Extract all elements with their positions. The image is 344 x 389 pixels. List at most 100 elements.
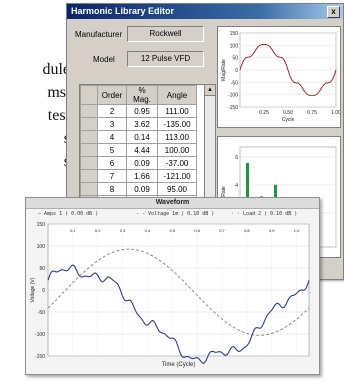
- mag-cell[interactable]: 1.66: [126, 169, 158, 183]
- x-tick-label: 0.9: [269, 228, 275, 233]
- x-tick-label: 0.1: [70, 228, 76, 233]
- table-row[interactable]: 3 3.62 -135.00: [80, 117, 197, 131]
- row-header[interactable]: [80, 156, 98, 170]
- mag-cell[interactable]: 0.09: [126, 156, 158, 170]
- x-tick-label: 0.75: [307, 110, 317, 116]
- y-tick-label: 150: [230, 31, 239, 37]
- row-header[interactable]: [80, 117, 98, 131]
- window-title: Harmonic Library Editor: [71, 6, 175, 16]
- model-label: Model: [93, 55, 115, 64]
- table-row[interactable]: 5 4.44 100.00: [80, 143, 197, 157]
- x-tick-label: 0.7: [219, 228, 225, 233]
- angle-cell[interactable]: 111.00: [157, 104, 197, 118]
- angle-cell[interactable]: 113.00: [157, 130, 197, 144]
- table-row[interactable]: 8 0.09 95.00: [80, 182, 197, 196]
- order-cell[interactable]: 7: [97, 169, 127, 183]
- manufacturer-field[interactable]: Rockwell: [127, 26, 204, 42]
- row-header-corner: [80, 85, 98, 105]
- mag-cell[interactable]: 4.44: [126, 143, 158, 157]
- waveform-window: Waveform — Amps 1 ( 0.00 dB ) - - Voltag…: [25, 197, 320, 375]
- row-header[interactable]: [80, 169, 98, 183]
- y-tick-label: -150: [228, 105, 238, 111]
- order-cell[interactable]: 3: [97, 117, 127, 131]
- x-tick-label: 0.50: [283, 110, 293, 116]
- waveform-preview-svg: 150 100 50 0 -50 -100 -150 0.25 0.50 0.75 1.00 Cycl…: [221, 31, 341, 123]
- document-line: l: [0, 173, 70, 196]
- x-tick-label: 0.3: [120, 228, 126, 233]
- document-line: s: [0, 127, 70, 150]
- order-cell[interactable]: 5: [97, 143, 127, 157]
- y-tick-label: -50: [38, 310, 45, 316]
- row-header[interactable]: [80, 130, 98, 144]
- order-cell[interactable]: 6: [97, 156, 127, 170]
- main-waveform-line: [47, 264, 310, 365]
- waveform-title: Waveform: [26, 198, 319, 209]
- waveform-preview-line: [239, 43, 337, 97]
- y-tick-label: 0: [235, 68, 238, 74]
- angle-cell[interactable]: 95.00: [157, 182, 197, 196]
- waveform-legend: — Amps 1 ( 0.00 dB ) - - Voltage 1m ( 0.…: [26, 210, 319, 220]
- model-field[interactable]: 12 Pulse VFD: [127, 51, 204, 67]
- waveform-plot: 150 100 50 0 -50 -100 -150 0.1 0.2 0.3 0.4 0.5 0.6 0.…: [30, 222, 310, 368]
- table-row[interactable]: 4 0.14 113.00: [80, 130, 197, 144]
- angle-cell[interactable]: 100.00: [157, 143, 197, 157]
- manufacturer-label: Manufacturer: [75, 30, 123, 39]
- document-line: dule: [42, 61, 70, 78]
- y-tick-label: 50: [232, 56, 238, 62]
- x-tick-label: 0.5: [170, 228, 176, 233]
- table-row[interactable]: 2 0.95 111.00: [80, 104, 197, 118]
- x-tick-label: 0.6: [194, 228, 200, 233]
- x-tick-label: 0.2: [95, 228, 101, 233]
- document-line: s: [0, 150, 70, 173]
- y-axis-label: Voltage (V): [30, 277, 36, 302]
- legend-entry-load: · · Load 2 ( 0.10 dB ): [231, 211, 298, 217]
- x-tick-label: 1.00: [331, 110, 340, 116]
- mag-cell[interactable]: 0.14: [126, 130, 158, 144]
- order-cell[interactable]: 4: [97, 130, 127, 144]
- window-titlebar[interactable]: Harmonic Library Editor x: [67, 4, 343, 19]
- angle-cell[interactable]: -121.00: [157, 169, 197, 183]
- table-row[interactable]: 7 1.66 -121.00: [80, 169, 197, 183]
- x-axis-label: Cycle: [282, 117, 295, 123]
- y-tick-label: 0: [42, 288, 45, 294]
- document-line: test: [47, 107, 70, 124]
- y-tick-label: 4: [235, 183, 238, 189]
- y-axis-label: Mag/Rate: [221, 59, 227, 81]
- y-tick-label: -150: [35, 354, 45, 360]
- x-tick-label: 0.4: [145, 228, 151, 233]
- y-tick-label: 6: [235, 155, 238, 161]
- row-header[interactable]: [80, 182, 98, 196]
- y-tick-label: -100: [228, 93, 238, 99]
- x-tick-label: 1.0: [294, 228, 300, 233]
- y-axis-label: Mag/Rate: [221, 186, 227, 208]
- document-line: ms,: [47, 84, 70, 101]
- y-tick-label: 150: [37, 222, 46, 228]
- x-tick-label: 0.8: [244, 228, 250, 233]
- column-header-mag[interactable]: % Mag.: [126, 85, 158, 105]
- y-tick-label: 50: [39, 266, 45, 272]
- order-cell[interactable]: 2: [97, 104, 127, 118]
- row-header[interactable]: [80, 104, 98, 118]
- mag-cell[interactable]: 0.95: [126, 104, 158, 118]
- triangle-up-icon: ▲: [207, 87, 213, 93]
- y-tick-label: 100: [37, 244, 46, 250]
- scroll-up-button[interactable]: ▲: [205, 85, 215, 96]
- x-tick-label: 0.25: [259, 110, 269, 116]
- row-header[interactable]: [80, 143, 98, 157]
- close-icon: x: [331, 7, 336, 16]
- order-cell[interactable]: 8: [97, 182, 127, 196]
- x-axis-label: Time (Cycle): [162, 362, 196, 368]
- close-button[interactable]: x: [327, 6, 340, 18]
- mag-cell[interactable]: 0.09: [126, 182, 158, 196]
- waveform-preview-chart: 150 100 50 0 -50 -100 -150 0.25 0.50 0.75 1.00 Cycl…: [217, 26, 341, 128]
- angle-cell[interactable]: -37.00: [157, 156, 197, 170]
- table-row[interactable]: 6 0.09 -37.00: [80, 156, 197, 170]
- angle-cell[interactable]: -135.00: [157, 117, 197, 131]
- mag-cell[interactable]: 3.62: [126, 117, 158, 131]
- column-header-order[interactable]: Order: [97, 85, 127, 105]
- reference-waveform-line: [47, 248, 310, 336]
- y-tick-label: -100: [35, 332, 45, 338]
- column-header-angle[interactable]: Angle: [157, 85, 197, 105]
- y-tick-label: -50: [231, 80, 238, 86]
- legend-entry-amps: — Amps 1 ( 0.00 dB ): [38, 211, 99, 217]
